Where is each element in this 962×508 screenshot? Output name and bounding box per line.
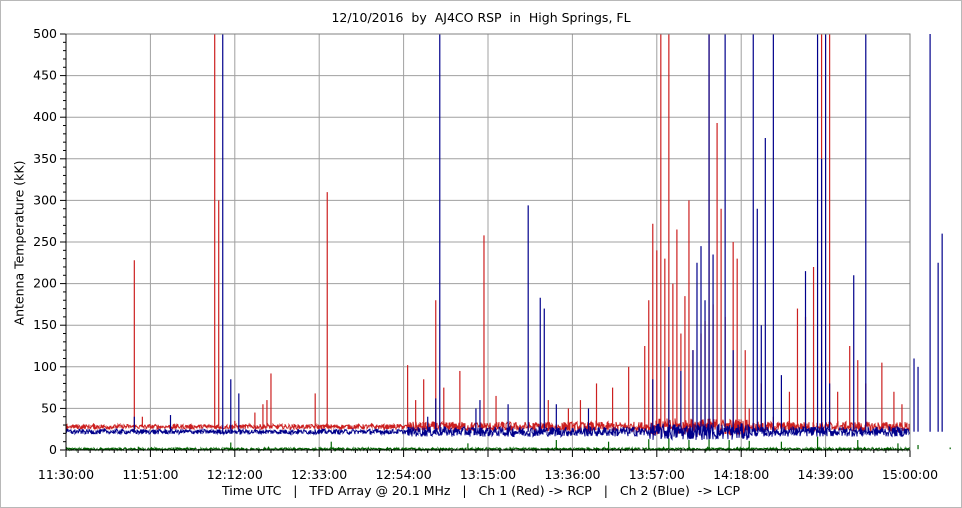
series-trace [65,418,911,437]
y-tick-label: 450 [33,68,57,83]
y-tick-label: 400 [33,109,57,124]
x-tick-label: 11:30:00 [38,467,94,482]
y-tick-label: 0 [49,442,57,457]
y-tick-label: 500 [33,26,57,41]
axes-group [60,33,911,457]
series-1 [65,34,943,441]
y-tick-label: 200 [33,276,57,291]
x-tick-label: 11:51:00 [122,467,178,482]
x-tick-label: 12:33:00 [291,467,347,482]
x-tick-label: 13:15:00 [460,467,516,482]
y-tick-label: 150 [33,317,57,332]
y-tick-labels: 0 50 100 150 200 250 300 350 400 450 500 [33,26,57,457]
series-group [65,34,951,452]
y-tick-label: 50 [41,400,57,415]
x-tick-labels: 11:30:00 11:51:00 12:12:00 12:33:00 12:54:00… [38,467,938,482]
x-tick-label: 13:57:00 [629,467,685,482]
y-tick-label: 100 [33,359,57,374]
x-tick-label: 12:12:00 [207,467,263,482]
y-tick-label: 350 [33,151,57,166]
series-trace [65,423,911,441]
x-tick-label: 13:36:00 [544,467,600,482]
chart-title: 12/10/2016 by AJ4CO RSP in High Springs,… [331,10,631,25]
x-tick-label: 12:54:00 [376,467,432,482]
x-tick-label: 15:00:00 [882,467,938,482]
y-tick-label: 300 [33,192,57,207]
x-tick-label: 14:18:00 [713,467,769,482]
y-tick-label: 250 [33,234,57,249]
x-axis-label: Time UTC | TFD Array @ 20.1 MHz | Ch 1 (… [222,483,740,498]
x-tick-label: 14:39:00 [798,467,854,482]
